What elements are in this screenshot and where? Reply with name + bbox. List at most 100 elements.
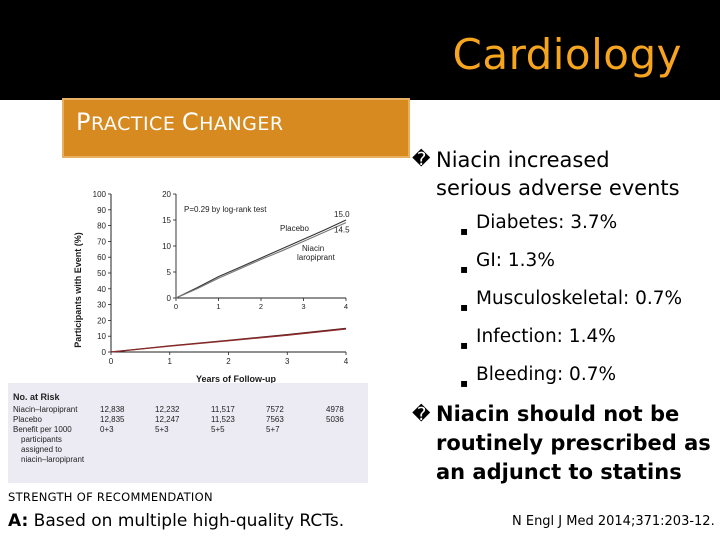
risk-table-header: No. at Risk [13,392,61,402]
bullet-line: routinely prescribed as [436,431,711,455]
risk-cell: 5+5 [211,425,225,434]
banner-rest-1: RACTICE [90,113,182,135]
x-axis-label: Years of Follow-up [196,374,277,384]
risk-cell: 12,247 [155,415,180,424]
bullet-list: � Niacin increased serious adverse events… [412,146,717,487]
inset-background [176,194,346,298]
strength-grade: A: [8,511,29,531]
inset-y-tick-label: 15 [162,216,171,225]
sub-bullet-bleeding: ▪ Bleeding: 0.7% [460,360,717,398]
bullet-line: serious adverse events [436,176,680,200]
bullet-recommendation: � Niacin should not be routinely prescrib… [412,400,717,487]
x-tick-label: 0 [109,357,114,366]
risk-footnote-line: niacin–laropiprant [21,455,85,464]
inset-x-tick-label: 1 [216,302,220,311]
bullet-line: an adjunct to statins [436,460,682,484]
slide-title: Cardiology [452,30,682,79]
y-tick-label: 50 [97,269,106,278]
inset-end-value-label: 15.0 [334,210,350,219]
inset-legend-placebo: Placebo [280,224,309,233]
x-tick-label: 4 [344,357,349,366]
sub-bullet-diabetes: ▪ Diabetes: 3.7% [460,208,717,246]
inset-x-tick-label: 4 [344,302,348,311]
banner-cap-1: P [76,108,91,136]
inset-x-tick-label: 2 [259,302,263,311]
y-tick-label: 30 [97,301,106,310]
bullet-text: Niacin increased serious adverse events [436,146,680,202]
y-tick-label: 70 [97,237,106,246]
sub-bullet-musculoskeletal: ▪ Musculoskeletal: 0.7% [460,284,717,322]
risk-cell: 0+3 [100,425,114,434]
inset-series-line-placebo [175,219,347,299]
inset-axes: 20 15 10 5 00 1 2 3 4 P=0.29 by log-rank test 15.0… [162,190,350,311]
risk-cell: 11,523 [211,415,235,424]
bullet-marker-icon: � [412,404,431,425]
inset-legend-niacin-line1: Niacin [302,244,324,253]
title-bar [0,0,720,100]
x-tick-label: 1 [168,357,173,366]
x-tick-label: 2 [226,357,231,366]
inset-p-value-label: P=0.29 by log-rank test [184,205,267,214]
bullet-adverse-events: � Niacin increased serious adverse events [412,146,717,202]
y-tick-label: 100 [93,190,107,199]
bullet-text: Niacin should not be routinely prescribed… [436,400,711,487]
risk-footnote-line: participants [21,435,62,444]
risk-cell: 12,835 [100,415,125,424]
inset-end-value-label: 14.5 [334,226,350,235]
risk-row-label: Niacin–laropiprant [13,405,78,414]
square-bullet-icon: ▪ [460,224,469,238]
inset-y-tick-label: 5 [167,268,172,277]
bullet-marker-icon: � [412,149,431,170]
y-tick-label: 60 [97,253,106,262]
y-tick-label: 0 [102,348,107,357]
risk-cell: 12,232 [155,405,180,414]
sub-bullet-text: Musculoskeletal: 0.7% [476,288,683,309]
inset-x-tick-label: 3 [301,302,305,311]
square-bullet-icon: ▪ [460,262,469,276]
inset-series-line-niacin [175,222,347,299]
risk-footnote-line: assigned to [21,445,62,454]
inset-legend-niacin-line2: laropiprant [297,253,336,262]
risk-cell: 7572 [266,405,284,414]
x-tick-label: 3 [285,357,290,366]
y-tick-label: 90 [97,206,106,215]
risk-cell: 5036 [326,415,344,424]
sub-bullet-text: Infection: 1.4% [476,326,616,347]
risk-row-label: Placebo [13,415,42,424]
y-tick-label: 80 [97,222,106,231]
banner-rest-2: HANGER [199,113,284,135]
banner-text: PRACTICE CHANGER [76,108,284,136]
risk-row-label: Benefit per 1000 [13,425,72,434]
risk-cell: 5+3 [155,425,169,434]
inset-y-tick-label: 0 [167,294,172,303]
risk-table-background [8,383,368,483]
y-axis-label: Participants with Event (%) [73,232,83,348]
strength-description: Based on multiple high-quality RCTs. [28,511,345,531]
bullet-line: Niacin increased [436,148,610,172]
square-bullet-icon: ▪ [460,376,469,390]
risk-cell: 4978 [326,405,344,414]
y-tick-label: 20 [97,316,106,325]
inset-y-tick-label: 20 [162,190,171,199]
sub-bullet-text: GI: 1.3% [476,250,555,271]
risk-cell: 11,517 [211,405,235,414]
inset-y-tick-label: 10 [162,242,171,251]
risk-cell: 12,838 [100,405,125,414]
y-tick-label: 40 [97,285,106,294]
citation: N Engl J Med 2014;371:203-12. [512,514,715,529]
sub-bullet-infection: ▪ Infection: 1.4% [460,322,717,360]
strength-of-recommendation-text: A: Based on multiple high-quality RCTs. [8,511,344,531]
sub-bullet-list: ▪ Diabetes: 3.7% ▪ GI: 1.3% ▪ Musculoskelet… [412,208,717,398]
risk-table: No. at Risk Niacin–laropiprant 12,838 12,23… [8,383,368,483]
inset-x-tick-label: 0 [174,302,178,311]
square-bullet-icon: ▪ [460,338,469,352]
strength-of-recommendation-label: STRENGTH OF RECOMMENDATION [8,490,213,504]
risk-cell: 5+7 [266,425,280,434]
square-bullet-icon: ▪ [460,300,469,314]
sub-bullet-text: Diabetes: 3.7% [476,212,618,233]
banner-cap-2: C [181,108,200,136]
sub-bullet-gi: ▪ GI: 1.3% [460,246,717,284]
kaplan-meier-figure: Participants with Event (%) Years of Fol… [8,185,408,515]
y-tick-label: 10 [97,332,106,341]
